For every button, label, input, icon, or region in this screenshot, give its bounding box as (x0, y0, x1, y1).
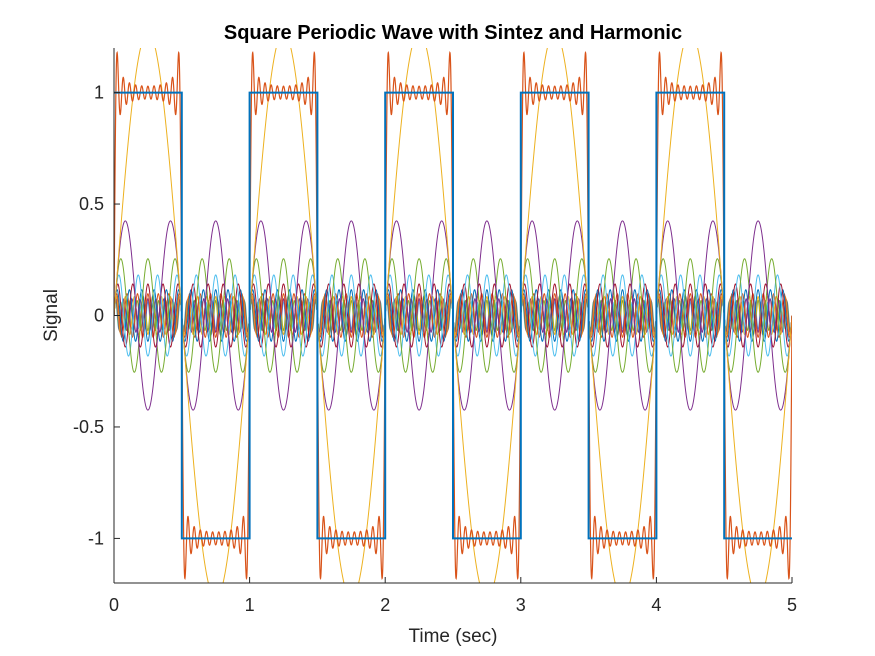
y-tick-label: -1 (88, 528, 104, 548)
chart-title: Square Periodic Wave with Sintez and Har… (224, 22, 682, 44)
x-tick-label: 0 (109, 595, 119, 615)
ticks-layer: 0 1 2 3 4 5 -1 -0.5 0 0.5 1 (73, 83, 797, 615)
x-tick-label: 2 (380, 595, 390, 615)
series-layer (114, 48, 792, 583)
x-tick-label: 3 (516, 595, 526, 615)
square-wave-line (114, 91, 792, 540)
y-tick-label: 0 (94, 306, 104, 326)
y-tick-label: 0.5 (79, 194, 104, 214)
x-axis-label: Time (sec) (408, 626, 497, 647)
y-tick-label: -0.5 (73, 417, 104, 437)
x-tick-label: 5 (787, 595, 797, 615)
x-tick-label: 1 (245, 595, 255, 615)
y-tick-label: 1 (94, 83, 104, 103)
x-tick-label: 4 (651, 595, 661, 615)
y-axis-label: Signal (41, 289, 62, 342)
